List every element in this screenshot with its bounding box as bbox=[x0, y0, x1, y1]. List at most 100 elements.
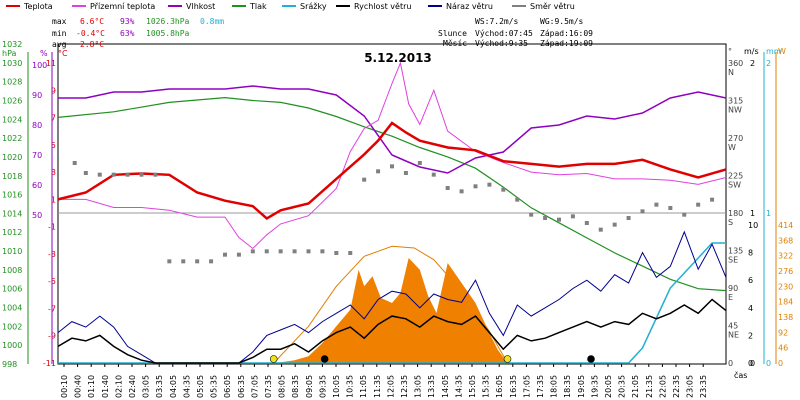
axis-dir-tick: 225 bbox=[728, 172, 743, 181]
wind-direction-point bbox=[223, 252, 227, 257]
axis-wm2-tick: 92 bbox=[778, 328, 788, 337]
axis-pct-tick: 50 bbox=[32, 211, 42, 220]
moon-set: Západ:19:09 bbox=[540, 39, 593, 48]
axis-hpa-tick: 1024 bbox=[2, 115, 22, 124]
x-tick-label: 11:05 bbox=[359, 375, 368, 398]
wind-direction-point bbox=[445, 186, 450, 190]
wind-direction-point bbox=[236, 252, 241, 257]
wind-direction-point bbox=[264, 249, 269, 254]
wind-direction-point bbox=[292, 249, 297, 254]
axis-dir-compass: N bbox=[728, 68, 734, 77]
stats-max-label: max bbox=[52, 17, 67, 26]
wind-direction-point bbox=[417, 161, 422, 165]
x-tick-label: 17:35 bbox=[536, 375, 545, 398]
wind-direction-point bbox=[529, 212, 534, 217]
wind-direction-point bbox=[570, 214, 575, 219]
wind-direction-point bbox=[348, 251, 353, 255]
wind-direction-point bbox=[153, 172, 158, 177]
x-tick-label: 12:05 bbox=[386, 375, 395, 398]
wind-direction-point bbox=[696, 202, 701, 207]
axis-dir-compass: S bbox=[728, 218, 733, 227]
axis-hpa-tick: 1032 bbox=[2, 40, 22, 49]
x-tick-label: 22:35 bbox=[672, 375, 681, 398]
axis-ms-low-tick: 4 bbox=[748, 304, 753, 313]
axis-pct-tick: 100 bbox=[32, 61, 47, 70]
legend-label-0: Teplota bbox=[23, 2, 53, 11]
wind-direction-point bbox=[710, 197, 715, 202]
wind-direction-point bbox=[598, 227, 603, 232]
axis-dir-compass: NW bbox=[728, 106, 742, 115]
axis-degc-tick: 11 bbox=[46, 59, 56, 68]
axis-hpa-tick: 998 bbox=[2, 360, 17, 369]
axis-hpa-tick: 1010 bbox=[2, 247, 22, 256]
stats-min-label: min bbox=[52, 29, 67, 38]
x-tick-label: 06:05 bbox=[223, 375, 232, 398]
wind-gust-info: WG:9.5m/s bbox=[540, 17, 584, 26]
axis-mm-tick: 2 bbox=[766, 59, 771, 68]
x-tick-label: 01:10 bbox=[87, 375, 96, 398]
series-solar-radiation bbox=[273, 258, 508, 363]
wind-direction-point bbox=[459, 189, 464, 194]
stats-avg-temp: 2.8°C bbox=[80, 40, 104, 49]
axis-wm2-tick: 0 bbox=[778, 359, 783, 368]
axis-pct-title: % bbox=[40, 49, 48, 58]
axis-pct-tick: 60 bbox=[32, 181, 42, 190]
axis-wm2-title: W bbox=[778, 47, 786, 56]
x-tick-label: 21:35 bbox=[645, 375, 654, 398]
wind-direction-point bbox=[654, 202, 659, 207]
stats-max-temp: 6.6°C bbox=[80, 17, 104, 26]
x-tick-label: 14:05 bbox=[441, 375, 450, 398]
axis-dir-tick: 180 bbox=[728, 209, 743, 218]
stats-block: max 6.6°C 93% 1026.3hPa 0.8mm min -0.4°C… bbox=[52, 17, 224, 49]
x-tick-label: 01:40 bbox=[101, 375, 110, 398]
wind-direction-point bbox=[473, 184, 478, 189]
wind-direction-point bbox=[682, 212, 687, 217]
axis-dir-tick: 315 bbox=[728, 97, 743, 106]
axis-mm-tick: 0 bbox=[766, 359, 771, 368]
wind-direction-point bbox=[125, 172, 130, 177]
wind-direction-point bbox=[306, 249, 311, 254]
legend-label-1: Přízemní teplota bbox=[90, 2, 155, 11]
axis-ms-low-tick: 8 bbox=[748, 249, 753, 258]
x-tick-label: 19:05 bbox=[577, 375, 586, 398]
wind-direction-point bbox=[97, 172, 102, 177]
x-tick-label: 15:05 bbox=[468, 375, 477, 398]
axis-wm2-tick: 184 bbox=[778, 298, 793, 307]
wind-direction-point bbox=[668, 206, 673, 210]
x-tick-label: 07:35 bbox=[264, 375, 273, 398]
axis-dir-tick: 90 bbox=[728, 284, 738, 293]
x-tick-label: 00:40 bbox=[74, 375, 83, 398]
x-tick-label: 02:40 bbox=[128, 375, 137, 398]
series-ground-temperature bbox=[58, 61, 727, 250]
legend: Teplota Přízemní teplota Vlhkost Tlak Srážky… bbox=[6, 2, 575, 11]
axes: hPa1032103010281026102410221020101810161… bbox=[2, 40, 793, 369]
wind-direction-point bbox=[278, 249, 283, 254]
axis-ms-low-tick: 10 bbox=[748, 221, 758, 230]
legend-label-4: Srážky bbox=[300, 2, 327, 11]
legend-label-5: Rychlost větru bbox=[354, 2, 411, 11]
wind-speed-info: WS:7.2m/s bbox=[475, 17, 519, 26]
x-tick-label: 08:35 bbox=[291, 375, 300, 398]
x-tick-label: 20:35 bbox=[618, 375, 627, 398]
sun-set: Západ:16:09 bbox=[540, 29, 593, 38]
axis-dir-tick: 360 bbox=[728, 59, 743, 68]
axis-ms-tick: 2 bbox=[750, 59, 755, 68]
x-tick-label: 08:05 bbox=[278, 375, 287, 398]
axis-hpa-tick: 1006 bbox=[2, 285, 22, 294]
wind-direction-point bbox=[515, 197, 520, 202]
axis-dir-tick: 45 bbox=[728, 322, 738, 331]
x-tick-label: 07:05 bbox=[250, 375, 259, 398]
wind-direction-point bbox=[83, 171, 88, 175]
x-tick-label: 23:35 bbox=[699, 375, 708, 398]
stats-min-press: 1005.8hPa bbox=[146, 29, 190, 38]
wind-direction-point bbox=[431, 172, 436, 177]
sun-label: Slunce bbox=[438, 29, 467, 38]
x-tick-label: 05:35 bbox=[210, 375, 219, 398]
marker-sunrise bbox=[269, 355, 278, 363]
axis-hpa-tick: 1026 bbox=[2, 96, 22, 105]
legend-label-2: Vlhkost bbox=[186, 2, 215, 11]
x-tick-label: 03:35 bbox=[155, 375, 164, 398]
axis-degc-tick: 3 bbox=[51, 168, 56, 177]
axis-hpa-tick: 1012 bbox=[2, 228, 22, 237]
marker-moonrise bbox=[320, 355, 329, 363]
